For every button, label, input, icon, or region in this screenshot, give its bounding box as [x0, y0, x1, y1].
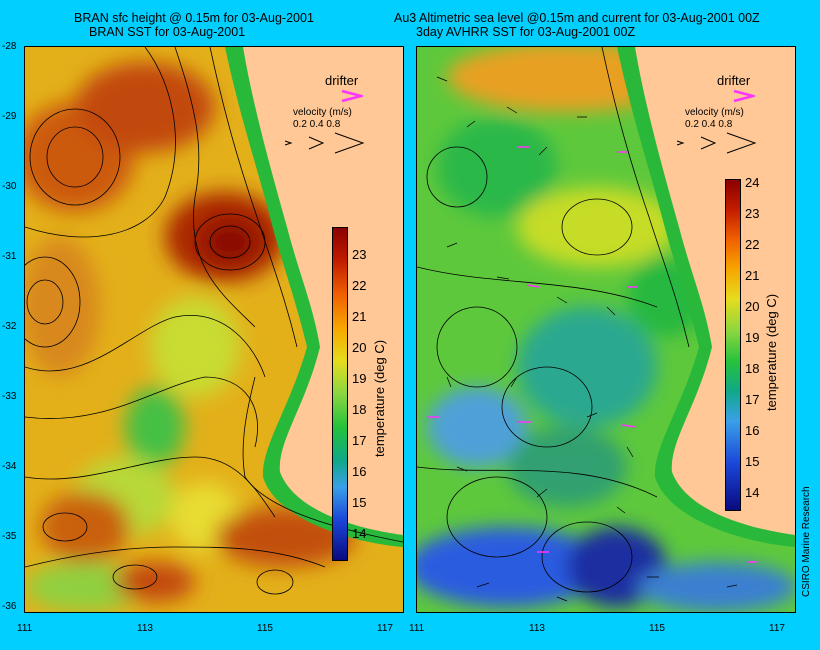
colorbar-tick: 23	[352, 247, 367, 262]
lon-tick: 115	[257, 623, 273, 634]
colorbar-tick: 24	[745, 175, 760, 190]
colorbar-tick: 20	[745, 299, 760, 314]
right-title-line1: Au3 Altimetric sea level @0.15m and curr…	[394, 11, 760, 25]
colorbar-tick: 17	[352, 433, 367, 448]
lat-tick: -34	[2, 461, 17, 472]
velocity-arrows-icon	[676, 132, 757, 154]
colorbar-tick: 22	[745, 237, 760, 252]
lat-tick: -32	[2, 321, 17, 332]
drifter-arrow-icon	[341, 89, 363, 103]
colorbar-tick: 18	[352, 402, 367, 417]
colorbar-tick: 15	[745, 454, 760, 469]
left-sst-map	[25, 47, 403, 612]
lon-tick: 111	[17, 623, 33, 634]
colorbar-tick: 17	[745, 392, 760, 407]
colorbar-right	[725, 179, 741, 511]
lon-tick: 113	[137, 623, 153, 634]
right-title-line2: 3day AVHRR SST for 03-Aug-2001 00Z	[416, 25, 636, 39]
credit-label: CSIRO Marine Research	[801, 486, 812, 597]
lat-tick: -30	[2, 181, 17, 192]
lat-tick: -33	[2, 391, 17, 402]
lat-tick: -36	[2, 601, 17, 612]
lon-tick: 113	[529, 623, 545, 634]
colorbar-tick: 14	[352, 526, 367, 541]
lat-tick: -35	[2, 531, 17, 542]
velocity-label: velocity (m/s)	[685, 107, 744, 118]
lon-tick: 117	[377, 623, 393, 634]
left-map-panel[interactable]: drifter velocity (m/s) 0.2 0.4 0.8 23 22…	[24, 46, 404, 613]
left-title-line2: BRAN SST for 03-Aug-2001	[89, 25, 246, 39]
drifter-label: drifter	[717, 73, 751, 88]
colorbar-tick: 16	[352, 464, 367, 479]
drifter-arrow-icon	[733, 89, 755, 103]
lat-tick: -29	[2, 111, 17, 122]
velocity-label: velocity (m/s)	[293, 107, 352, 118]
lat-tick: -31	[2, 251, 17, 262]
lon-tick: 111	[409, 623, 425, 634]
right-map-panel[interactable]: drifter velocity (m/s) 0.2 0.4 0.8 24 23…	[416, 46, 796, 613]
colorbar-tick: 19	[352, 371, 367, 386]
colorbar-tick: 23	[745, 206, 760, 221]
colorbar-tick: 22	[352, 278, 367, 293]
velocity-arrows-icon	[284, 132, 365, 154]
colorbar-tick: 21	[745, 268, 760, 283]
colorbar-tick: 14	[745, 485, 760, 500]
velocity-scale: 0.2 0.4 0.8	[293, 119, 341, 130]
colorbar-title: temperature (deg C)	[764, 293, 779, 411]
lon-tick: 117	[769, 623, 785, 634]
colorbar-tick: 21	[352, 309, 367, 324]
drifter-label: drifter	[325, 73, 359, 88]
left-title-line1: BRAN sfc height @ 0.15m for 03-Aug-2001	[74, 11, 314, 25]
colorbar-tick: 15	[352, 495, 367, 510]
lat-tick: -28	[2, 41, 17, 52]
colorbar-left	[332, 227, 348, 561]
colorbar-tick: 20	[352, 340, 367, 355]
colorbar-title: temperature (deg C)	[372, 339, 387, 457]
lon-tick: 115	[649, 623, 665, 634]
colorbar-tick: 18	[745, 361, 760, 376]
colorbar-tick: 19	[745, 330, 760, 345]
velocity-scale: 0.2 0.4 0.8	[685, 119, 733, 130]
colorbar-tick: 16	[745, 423, 760, 438]
